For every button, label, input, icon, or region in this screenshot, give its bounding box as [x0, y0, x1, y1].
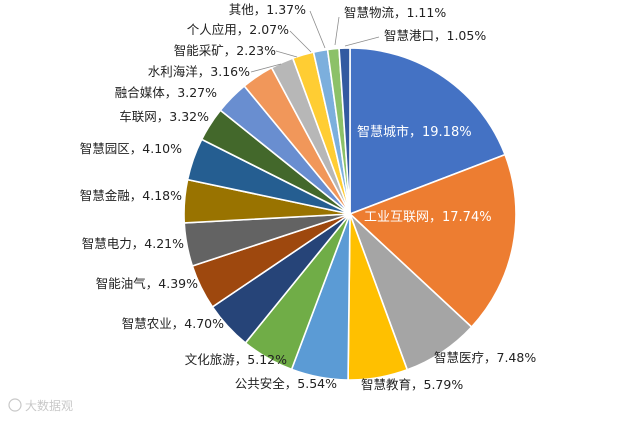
leader-line-14 [250, 63, 282, 73]
slice-label-11: 智慧园区，4.10% [80, 141, 182, 156]
leader-line-17 [309, 10, 326, 49]
leader-lines [250, 10, 380, 73]
slice-label-2: 工业互联网，17.74% [364, 210, 492, 225]
slice-label-18: 智慧物流，1.11% [344, 5, 446, 20]
leader-line-18 [334, 16, 340, 46]
slice-label-4: 智慧教育，5.79% [361, 377, 463, 392]
watermark-text: 大数据观 [25, 398, 73, 413]
slice-label-17: 其他，1.37% [229, 2, 306, 17]
slice-label-13: 融合媒体，3.27% [115, 85, 217, 100]
leader-line-16 [289, 30, 312, 53]
slice-label-9: 智慧电力，4.21% [82, 236, 184, 251]
slice-label-6: 文化旅游，5.12% [185, 352, 287, 367]
slice-label-14: 水利海洋，3.16% [148, 64, 250, 79]
slice-labels: 智慧城市，19.18% 工业互联网，17.74% 智慧医疗，7.48% 智慧教育，5.… [80, 2, 537, 392]
slice-label-3: 智慧医疗，7.48% [434, 350, 536, 365]
slice-label-15: 智能采矿，2.23% [174, 43, 276, 58]
slice-label-10: 智慧金融，4.18% [80, 188, 182, 203]
slice-label-12: 车联网，3.32% [119, 109, 209, 124]
slice-label-1: 智慧城市，19.18% [357, 124, 472, 140]
pie-slice-19 [338, 47, 351, 215]
pie-slice-2 [348, 153, 517, 329]
slice-label-5: 公共安全，5.54% [235, 376, 337, 391]
watermark-icon [8, 398, 22, 412]
leader-line-19 [344, 36, 380, 47]
leader-line-15 [275, 50, 298, 58]
watermark: 大数据观 [8, 398, 73, 413]
slice-label-16: 个人应用，2.07% [187, 22, 289, 37]
pie-slices [183, 47, 517, 381]
pie-slice-1 [349, 47, 507, 216]
slice-label-7: 智慧农业，4.70% [122, 316, 224, 331]
slice-label-8: 智能油气，4.39% [96, 276, 198, 291]
slice-label-19: 智慧港口，1.05% [384, 28, 486, 43]
